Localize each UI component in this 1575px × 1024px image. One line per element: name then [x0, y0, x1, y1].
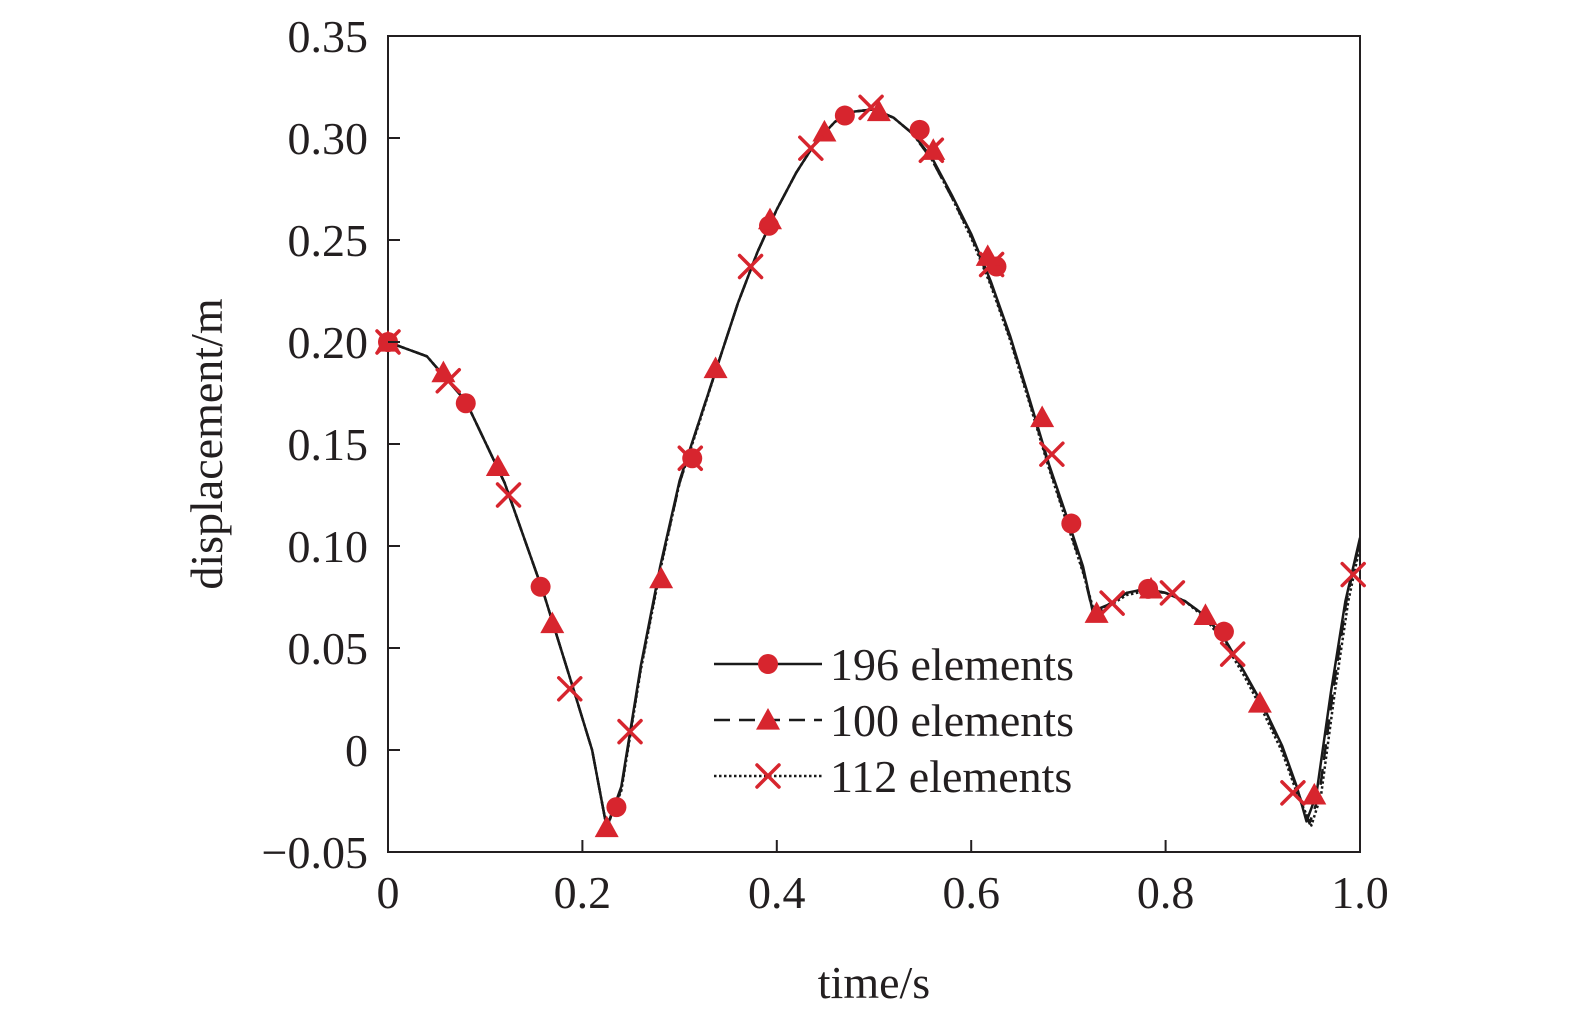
marker-x: [978, 251, 1005, 278]
marker-triangle: [485, 454, 510, 477]
marker-triangle: [1193, 603, 1218, 625]
legend-marker-circle: [758, 654, 778, 674]
marker-x: [1280, 780, 1306, 806]
marker-triangle: [1139, 576, 1164, 599]
legend-label: 196 elements: [830, 639, 1074, 690]
x-tick-label: 0.4: [748, 867, 806, 918]
x-axis-label: time/s: [818, 957, 930, 1008]
y-tick-label: 0.15: [288, 419, 369, 470]
marker-circle: [530, 576, 551, 597]
y-tick-label: 0.25: [288, 215, 369, 266]
y-tick-label: 0.05: [288, 623, 369, 674]
marker-x: [918, 137, 945, 163]
marker-triangle: [1302, 782, 1327, 805]
marker-triangle: [594, 815, 619, 838]
marker-triangle: [703, 356, 728, 379]
marker-triangle: [1030, 405, 1055, 428]
legend-marker-x: [755, 763, 781, 789]
marker-circle: [909, 119, 930, 140]
series-curves: [388, 108, 1360, 829]
marker-x: [1099, 590, 1125, 616]
x-tick-label: 0.8: [1137, 867, 1195, 918]
series-line-x: [388, 108, 1360, 829]
x-tick-label: 1.0: [1331, 867, 1389, 918]
marker-triangle: [1247, 691, 1272, 713]
marker-circle: [606, 797, 627, 818]
marker-x: [737, 253, 764, 280]
x-tick-label: 0.2: [554, 867, 612, 918]
marker-triangle: [540, 611, 565, 634]
marker-triangle: [649, 566, 674, 589]
x-axis: 0 0.2 0.4 0.6 0.8 1.0: [377, 840, 1389, 918]
marker-x: [1340, 561, 1366, 588]
marker-circle: [1213, 621, 1234, 642]
legend-marker-triangle: [756, 708, 780, 730]
marker-triangle: [1084, 601, 1109, 623]
y-tick-label: 0.10: [288, 521, 369, 572]
marker-x: [1219, 641, 1246, 667]
y-tick-label: 0.35: [288, 11, 369, 62]
marker-x: [858, 94, 884, 121]
series-markers: [375, 94, 1366, 838]
marker-triangle: [431, 360, 456, 383]
marker-x: [557, 676, 583, 702]
marker-circle: [834, 105, 855, 126]
x-tick-label: 0.6: [942, 867, 1000, 918]
y-tick-label: 0: [345, 725, 368, 776]
marker-triangle: [866, 99, 891, 122]
marker-circle: [455, 393, 476, 414]
marker-circle: [1061, 513, 1082, 534]
marker-x: [677, 445, 704, 472]
marker-x: [435, 368, 462, 394]
y-axis: −0.05 0 0.05 0.10 0.15 0.20 0.25 0.30 0.35: [262, 11, 400, 878]
marker-triangle: [757, 207, 782, 230]
marker-x: [798, 135, 824, 161]
marker-triangle: [812, 119, 837, 142]
marker-x: [495, 482, 522, 508]
y-tick-label: 0.20: [288, 317, 369, 368]
y-tick-label: 0.30: [288, 113, 369, 164]
y-axis-label: displacement/m: [181, 298, 232, 589]
marker-x: [1039, 441, 1065, 467]
y-tick-label: −0.05: [262, 827, 368, 878]
marker-x: [617, 718, 643, 745]
legend-label: 100 elements: [830, 695, 1074, 746]
legend-label: 112 elements: [830, 751, 1072, 802]
marker-x: [1159, 580, 1186, 606]
x-tick-label: 0: [377, 867, 400, 918]
series-line-triangle: [388, 108, 1360, 829]
